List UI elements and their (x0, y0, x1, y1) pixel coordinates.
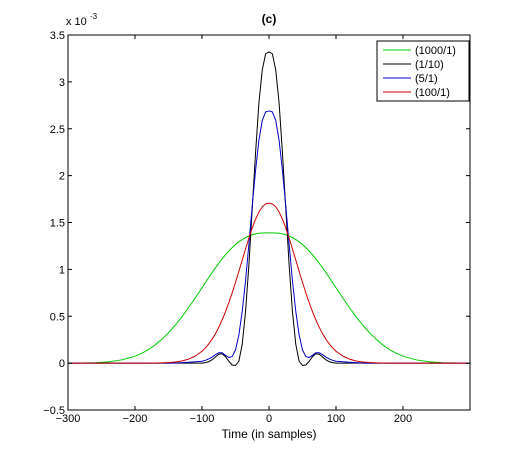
legend: (1000/1) (1/10) (5/1) (100/1) (377, 41, 469, 101)
x-axis-label: Time (in samples) (222, 427, 317, 441)
legend-label: (100/1) (415, 87, 450, 99)
legend-label: (1000/1) (415, 45, 456, 57)
legend-label: (5/1) (415, 73, 438, 85)
x-tick-label: 0 (266, 413, 272, 425)
y-tick-label: 1.5 (50, 218, 65, 230)
legend-label: (1/10) (415, 59, 444, 71)
y-tick-label: 3.5 (50, 30, 65, 42)
y-tick-label: 0 (59, 358, 65, 370)
y-multiplier-exponent: -3 (90, 12, 98, 21)
y-tick-label: 1 (59, 264, 65, 276)
y-tick-label: −0.5 (43, 405, 65, 417)
x-tick-label: 200 (394, 413, 412, 425)
y-tick-label: 2 (59, 171, 65, 183)
y-tick-label: 3 (59, 77, 65, 89)
x-tick-label: −200 (123, 413, 148, 425)
x-tick-label: −100 (190, 413, 215, 425)
chart-title: (c) (262, 12, 277, 26)
y-tick-label: 0.5 (50, 311, 65, 323)
x-tick-label: 100 (327, 413, 345, 425)
y-multiplier-base: x 10 (66, 16, 87, 28)
y-tick-label: 2.5 (50, 124, 65, 136)
